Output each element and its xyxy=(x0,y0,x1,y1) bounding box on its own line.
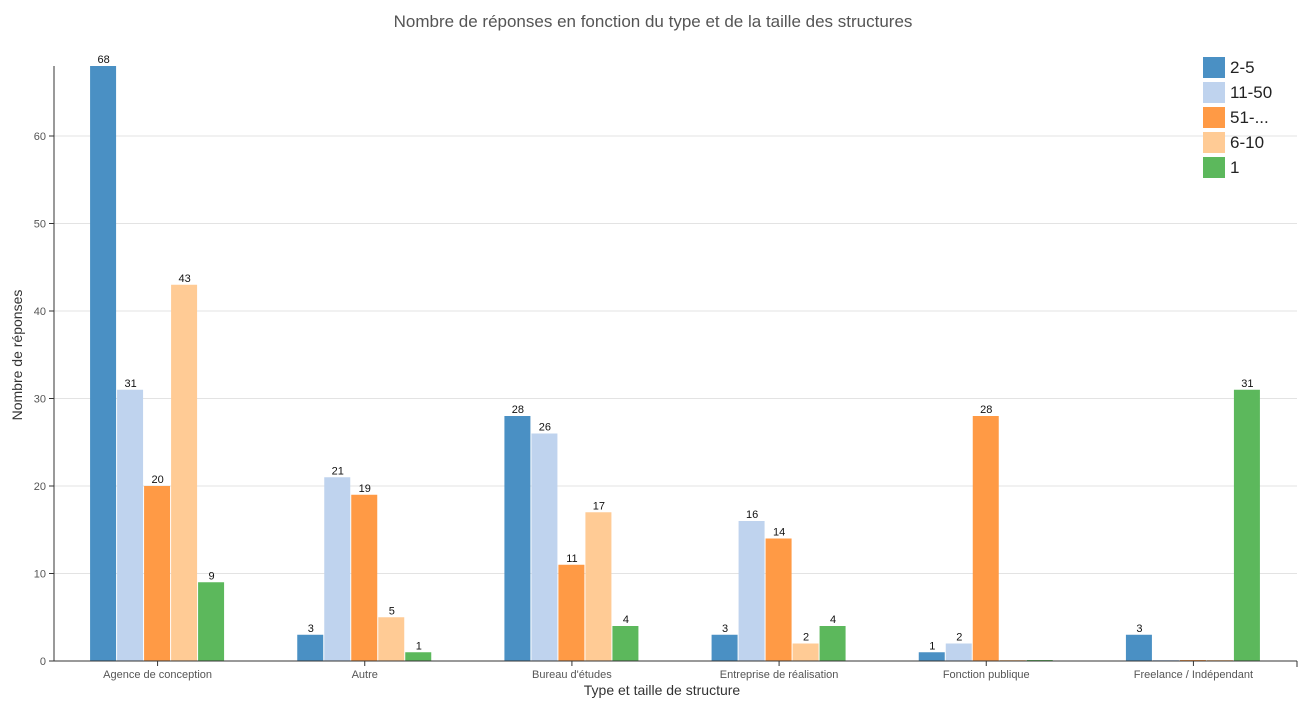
data-label: 3 xyxy=(1136,623,1142,635)
legend-label: 1 xyxy=(1230,158,1239,177)
bar xyxy=(918,652,945,661)
data-label: 5 xyxy=(389,605,395,617)
data-label: 28 xyxy=(980,404,992,416)
bar xyxy=(972,416,999,661)
y-tick-label: 50 xyxy=(34,219,46,231)
data-label: 4 xyxy=(830,614,836,626)
bar xyxy=(297,634,324,661)
data-label: 3 xyxy=(722,623,728,635)
y-tick-label: 10 xyxy=(34,569,46,581)
data-label: 2 xyxy=(956,632,962,644)
data-label: 2 xyxy=(803,632,809,644)
data-label: 68 xyxy=(97,54,109,66)
y-tick-label: 30 xyxy=(34,394,46,406)
bar xyxy=(792,643,819,661)
axes xyxy=(53,66,1298,667)
bar xyxy=(504,416,531,661)
data-label: 4 xyxy=(623,614,629,626)
legend-label: 2-5 xyxy=(1230,58,1255,77)
bar xyxy=(612,626,639,661)
data-label: 3 xyxy=(308,623,314,635)
y-axis-title: Nombre de réponses xyxy=(9,290,25,421)
bar xyxy=(171,284,198,661)
bar xyxy=(819,626,846,661)
data-label: 28 xyxy=(512,404,524,416)
x-tick-label: Agence de conception xyxy=(103,669,212,681)
legend-swatch xyxy=(1203,157,1225,178)
bar xyxy=(90,66,117,661)
data-label: 20 xyxy=(151,474,163,486)
legend-swatch xyxy=(1203,57,1225,78)
y-axis-ticks: 0 10 20 30 40 50 60 xyxy=(34,131,54,668)
x-tick-label: Fonction publique xyxy=(943,669,1030,681)
x-tick-label: Autre xyxy=(352,669,378,681)
bar xyxy=(1233,389,1260,661)
legend[interactable]: 2-5 11-50 51-... 6-10 1 xyxy=(1203,57,1272,178)
bar xyxy=(585,512,612,661)
data-label: 43 xyxy=(178,273,190,285)
y-tick-label: 60 xyxy=(34,131,46,143)
bar xyxy=(945,643,972,661)
bar xyxy=(738,521,765,661)
bar xyxy=(378,617,405,661)
x-tick-label: Bureau d'études xyxy=(532,669,612,681)
data-label: 14 xyxy=(773,527,785,539)
data-label: 1 xyxy=(929,640,935,652)
bar xyxy=(558,564,585,661)
legend-label: 11-50 xyxy=(1230,83,1272,102)
legend-label: 6-10 xyxy=(1230,133,1264,152)
legend-label: 51-... xyxy=(1230,108,1269,127)
bars xyxy=(90,66,1260,661)
bar xyxy=(765,538,792,661)
bar xyxy=(711,634,738,661)
legend-swatch xyxy=(1203,132,1225,153)
data-label: 31 xyxy=(1241,378,1253,390)
legend-swatch xyxy=(1203,107,1225,128)
bar xyxy=(144,486,171,661)
data-label: 9 xyxy=(209,570,215,582)
y-tick-label: 40 xyxy=(34,306,46,318)
y-tick-label: 20 xyxy=(34,481,46,493)
x-axis-title: Type et taille de structure xyxy=(584,682,741,698)
data-label: 31 xyxy=(124,378,136,390)
bar xyxy=(198,582,225,661)
y-tick-label: 0 xyxy=(40,656,46,668)
data-label: 26 xyxy=(539,422,551,434)
data-label: 21 xyxy=(332,465,344,477)
bar xyxy=(324,477,351,661)
x-axis-categories: Agence de conception Autre Bureau d'études… xyxy=(103,661,1253,681)
bar xyxy=(405,652,432,661)
bar xyxy=(1125,634,1152,661)
data-label: 1 xyxy=(416,640,422,652)
grid-lines xyxy=(54,135,1297,574)
legend-swatch xyxy=(1203,82,1225,103)
bar xyxy=(531,433,558,661)
x-tick-label: Entreprise de réalisation xyxy=(720,669,839,681)
bar xyxy=(117,389,144,661)
bar xyxy=(351,494,378,661)
x-tick-label: Freelance / Indépendant xyxy=(1134,669,1253,681)
chart-title: Nombre de réponses en fonction du type e… xyxy=(394,12,913,31)
data-label: 11 xyxy=(566,553,577,565)
data-label: 19 xyxy=(359,483,371,495)
data-label: 16 xyxy=(746,509,758,521)
data-label: 17 xyxy=(593,500,605,512)
